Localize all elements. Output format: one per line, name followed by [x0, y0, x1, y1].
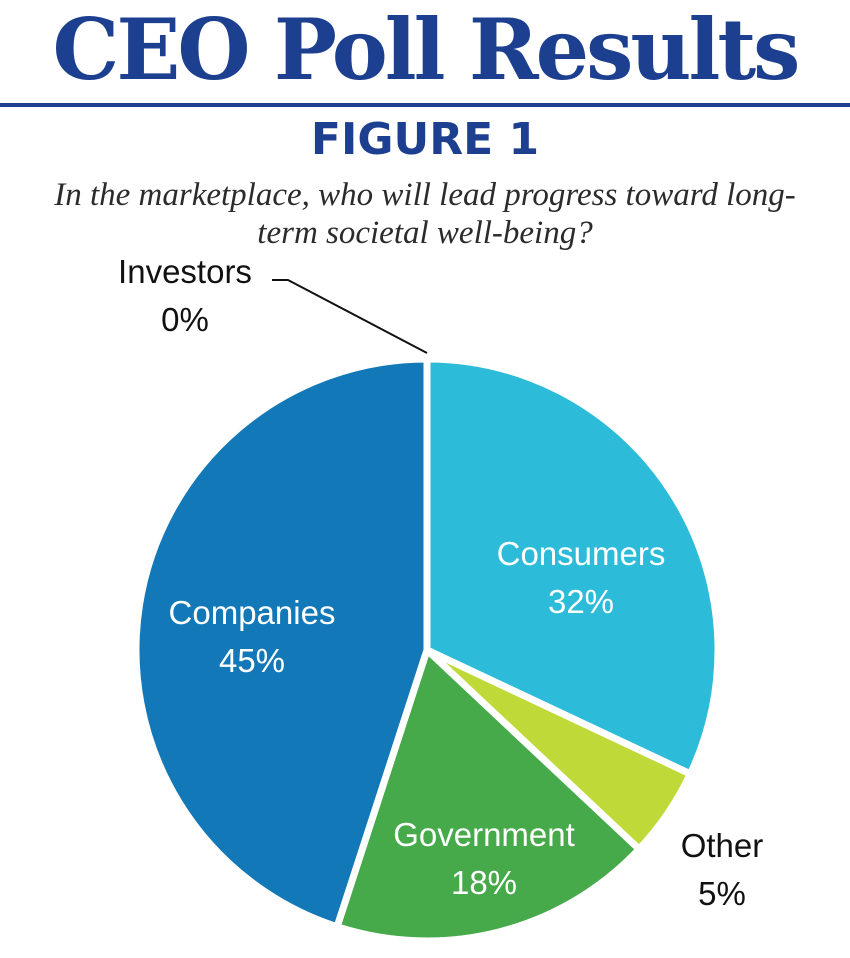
pie-slices [132, 279, 722, 945]
title-divider [0, 103, 850, 107]
slice-value-consumers: 32% [548, 583, 614, 620]
slice-label-investors: Investors [118, 253, 252, 290]
figure-label: FIGURE 1 [310, 114, 540, 165]
slice-value-investors: 0% [161, 301, 209, 338]
slice-label-government: Government [393, 816, 575, 853]
slice-value-other: 5% [698, 875, 746, 912]
slice-consumers [423, 355, 722, 779]
slice-companies [132, 355, 431, 932]
slice-value-companies: 45% [219, 642, 285, 679]
pie-labels: Consumers 32% Other 5% Government 18% Companie… [118, 253, 763, 912]
slice-label-other: Other [681, 827, 764, 864]
leader-line-investors [272, 279, 428, 354]
slice-label-consumers: Consumers [497, 535, 666, 572]
slice-label-companies: Companies [169, 594, 336, 631]
slice-government [332, 643, 645, 945]
slice-value-government: 18% [451, 864, 517, 901]
chart-title: CEO Poll Results [52, 0, 801, 99]
chart-question: In the marketplace, who will lead progre… [54, 177, 796, 251]
